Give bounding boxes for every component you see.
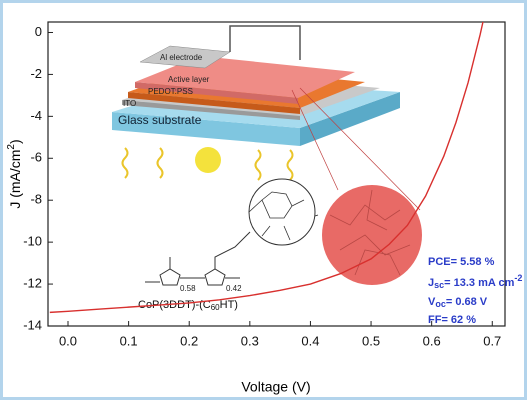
layer-label: ITO: [123, 99, 136, 108]
y-axis-label: J (mA/cm2): [6, 139, 23, 208]
chart: Al electrode Active layer PEDOT:PSS ITO …: [0, 0, 527, 400]
sun: [195, 147, 221, 173]
x-tick-label: 0.6: [423, 333, 441, 348]
x-axis-label: Voltage (V): [241, 379, 310, 395]
fraction: 0.58: [180, 284, 196, 293]
x-tick-label: 0.3: [241, 333, 259, 348]
y-tick-label: -6: [30, 150, 42, 165]
x-tick-label: 0.5: [362, 333, 380, 348]
fraction: 0.42: [226, 284, 242, 293]
x-tick-label: 0.4: [301, 333, 319, 348]
layer-label: Al electrode: [160, 53, 203, 62]
y-tick-label: -14: [23, 317, 42, 332]
y-tick-label: -8: [30, 192, 42, 207]
x-tick-label: 0.0: [59, 333, 77, 348]
annotation: FF= 62 %: [428, 314, 476, 326]
layer-label: PEDOT:PSS: [148, 87, 193, 96]
fullerene: [249, 179, 315, 245]
morphology: [322, 185, 422, 285]
x-tick-label: 0.2: [180, 333, 198, 348]
x-tick-label: 0.7: [483, 333, 501, 348]
y-tick-label: -2: [30, 66, 42, 81]
x-tick-label: 0.1: [120, 333, 138, 348]
y-tick-label: 0: [35, 24, 42, 39]
y-tick-label: -10: [23, 234, 42, 249]
layer-label: Active layer: [168, 75, 210, 84]
y-tick-label: -4: [30, 108, 42, 123]
layer-label: Glass substrate: [118, 113, 202, 127]
annotation: PCE= 5.58 %: [428, 256, 495, 268]
y-tick-label: -12: [23, 276, 42, 291]
